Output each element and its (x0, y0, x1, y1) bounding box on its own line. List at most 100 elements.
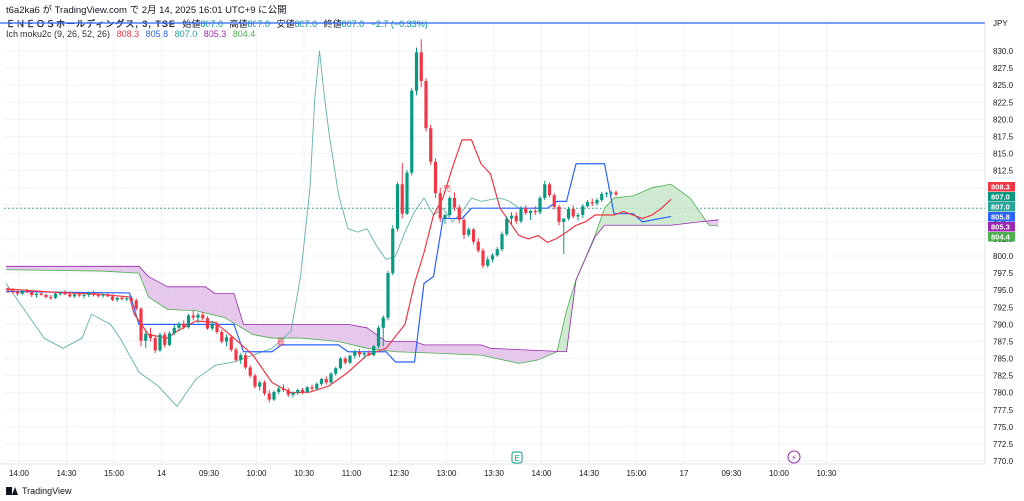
candle[interactable] (386, 271, 390, 321)
candle[interactable] (77, 292, 81, 298)
candle[interactable] (305, 385, 309, 394)
candle[interactable] (20, 290, 24, 296)
candle[interactable] (319, 377, 324, 386)
candle[interactable] (562, 218, 566, 254)
candle[interactable] (68, 292, 72, 298)
candle[interactable] (96, 292, 100, 298)
candle[interactable] (272, 390, 276, 401)
candle[interactable] (509, 212, 514, 225)
candle[interactable] (224, 334, 229, 347)
candle[interactable] (167, 331, 172, 347)
candle[interactable] (324, 376, 328, 385)
candle[interactable] (457, 204, 461, 224)
candle[interactable] (258, 380, 262, 391)
candle[interactable] (120, 295, 124, 301)
candle[interactable] (505, 216, 509, 237)
candle[interactable] (376, 325, 381, 349)
candle[interactable] (310, 384, 314, 391)
candle[interactable] (205, 316, 210, 330)
candle[interactable] (495, 247, 499, 257)
candle[interactable] (334, 366, 338, 376)
candle[interactable] (153, 335, 157, 354)
candle[interactable] (566, 206, 571, 221)
candle[interactable] (419, 39, 423, 88)
candle[interactable] (63, 290, 67, 296)
candle[interactable] (486, 256, 490, 268)
candle[interactable] (72, 293, 77, 298)
candle[interactable] (129, 296, 134, 302)
candle[interactable] (395, 182, 400, 232)
symbol-title[interactable]: ＥＮＥＯＳホールディングス, 3, TSE (6, 19, 176, 29)
candle[interactable] (234, 347, 238, 362)
candle[interactable] (348, 354, 352, 365)
candle[interactable] (500, 231, 504, 252)
candle[interactable] (220, 329, 224, 344)
candle[interactable] (538, 195, 542, 215)
candle[interactable] (552, 193, 556, 210)
candle[interactable] (11, 288, 15, 294)
candle[interactable] (182, 320, 186, 330)
candle[interactable] (353, 349, 357, 359)
candle[interactable] (172, 325, 176, 336)
candle[interactable] (443, 213, 447, 224)
candle[interactable] (581, 204, 585, 218)
candle[interactable] (514, 212, 518, 224)
candle[interactable] (391, 225, 395, 276)
candle[interactable] (210, 320, 214, 331)
candle[interactable] (291, 391, 295, 398)
candle[interactable] (467, 227, 471, 237)
candle[interactable] (424, 78, 428, 132)
candle[interactable] (357, 348, 362, 358)
candle[interactable] (87, 291, 91, 298)
candle[interactable] (34, 292, 39, 298)
candle[interactable] (6, 287, 10, 293)
candle[interactable] (239, 353, 243, 365)
candle[interactable] (115, 297, 119, 302)
candle[interactable] (400, 163, 404, 219)
candle[interactable] (144, 331, 148, 349)
candle[interactable] (229, 335, 233, 352)
candle[interactable] (300, 387, 305, 395)
candle[interactable] (372, 344, 376, 357)
candle[interactable] (367, 350, 371, 357)
candle[interactable] (134, 298, 138, 311)
candle[interactable] (452, 192, 457, 211)
candle[interactable] (148, 327, 153, 342)
candle[interactable] (381, 315, 385, 347)
candle[interactable] (267, 390, 271, 403)
candle[interactable] (277, 385, 281, 395)
candle[interactable] (481, 248, 485, 269)
candle[interactable] (590, 198, 594, 207)
candle[interactable] (405, 169, 409, 216)
candle[interactable] (196, 312, 200, 324)
candle[interactable] (614, 190, 618, 196)
tradingview-logo[interactable]: TradingView (6, 486, 72, 496)
candle[interactable] (438, 187, 442, 222)
candle[interactable] (471, 228, 476, 245)
candle[interactable] (448, 195, 452, 217)
candle[interactable] (82, 293, 86, 299)
candle[interactable] (547, 182, 552, 198)
candle[interactable] (433, 158, 438, 198)
candle[interactable] (343, 356, 347, 365)
candle[interactable] (595, 197, 599, 206)
candle[interactable] (243, 353, 248, 370)
candle[interactable] (429, 124, 433, 166)
candle[interactable] (571, 205, 575, 219)
candle[interactable] (329, 372, 333, 384)
candle[interactable] (462, 217, 466, 239)
candle[interactable] (91, 290, 96, 297)
candle[interactable] (39, 291, 43, 296)
candle[interactable] (44, 293, 48, 299)
candle[interactable] (604, 191, 609, 198)
candle[interactable] (576, 212, 580, 221)
candle[interactable] (125, 297, 129, 302)
candle[interactable] (158, 332, 162, 352)
candle[interactable] (253, 373, 257, 389)
candle[interactable] (315, 382, 319, 391)
candle[interactable] (101, 293, 105, 298)
candle[interactable] (600, 191, 604, 203)
candle[interactable] (110, 294, 115, 302)
candle[interactable] (528, 209, 533, 220)
